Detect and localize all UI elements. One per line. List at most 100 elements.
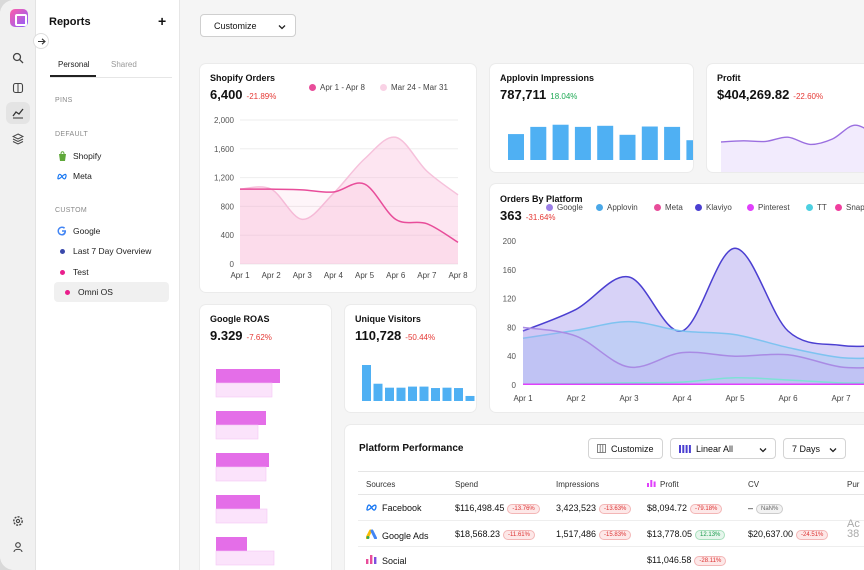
bar: [641, 126, 658, 160]
series-line-klaviyo: [522, 247, 864, 348]
series-line-applovin: [522, 320, 864, 360]
x-tick-label: Apr 4: [324, 271, 344, 280]
legend-label: Snap: [846, 203, 864, 212]
delta-badge: -24.51%: [796, 530, 829, 540]
bar: [574, 126, 591, 160]
bar-previous: [215, 508, 268, 524]
delta-badge: -31.64%: [525, 213, 556, 222]
sidebar-item-last-7-day-overview[interactable]: Last 7 Day Overview: [53, 241, 169, 261]
bar: [530, 126, 547, 160]
y-tick-label: 80: [507, 323, 516, 332]
card-profit[interactable]: Profit $404,269.82 -22.60%: [707, 64, 864, 172]
legend-applovin[interactable]: Applovin: [596, 203, 638, 212]
table-row-facebook[interactable]: Facebook $116,498.45 -13.76% 3,423,523 -13…: [358, 495, 864, 521]
sidebar-item-meta[interactable]: Meta: [53, 166, 169, 186]
column-header-cv[interactable]: CV: [748, 480, 760, 489]
source-cell: Social: [366, 555, 407, 566]
card-title: Applovin Impressions: [500, 73, 595, 83]
delta-badge: -15.83%: [599, 530, 632, 540]
card-value: 110,728 -50.44%: [355, 328, 436, 343]
series-line-google: [522, 326, 864, 369]
card-google-roas[interactable]: Google ROAS 9.329 -7.62%: [200, 305, 331, 570]
report-dot-icon: [57, 267, 67, 277]
column-header-profit[interactable]: Profit: [647, 480, 679, 489]
collapse-sidebar-button[interactable]: [33, 33, 49, 49]
y-tick-label: 1,600: [214, 145, 235, 154]
table-header: Sources Spend Impressions Profit CV Pur: [358, 471, 864, 495]
y-tick-label: 800: [221, 202, 235, 211]
legend-label: Pinterest: [758, 203, 790, 212]
legend-google[interactable]: Google: [546, 203, 583, 212]
spend-cell: $116,498.45 -13.76%: [455, 503, 540, 514]
shopify-icon: [57, 151, 67, 161]
x-tick-label: Apr 6: [386, 271, 406, 280]
y-tick-label: 2,000: [214, 116, 235, 125]
add-report-button[interactable]: +: [158, 13, 167, 29]
legend-meta[interactable]: Meta: [654, 203, 683, 212]
legend-klaviyo[interactable]: Klaviyo: [695, 203, 732, 212]
x-tick-label: Apr 2: [262, 271, 282, 280]
user-profile-icon[interactable]: [6, 536, 30, 558]
column-header-impressions[interactable]: Impressions: [556, 480, 600, 489]
column-header-spend[interactable]: Spend: [455, 480, 479, 489]
card-value: 6,400 -21.89%: [210, 87, 277, 102]
chevron-down-icon: [278, 25, 286, 30]
profit-cell: $11,046.58 -28.11%: [647, 555, 727, 566]
card-value: $404,269.82 -22.60%: [717, 87, 824, 102]
card-applovin-impressions[interactable]: Applovin Impressions 787,711 18.04%: [490, 64, 693, 172]
cube-icon[interactable]: [6, 77, 30, 99]
legend-tt[interactable]: TT: [806, 203, 827, 212]
bar-previous: [215, 550, 275, 566]
bar-current: [216, 537, 247, 551]
meta-icon: [366, 504, 377, 511]
x-tick-label: Apr 5: [355, 271, 375, 280]
series-area-applovin: [523, 321, 864, 385]
layers-icon[interactable]: [6, 128, 30, 150]
source-cell: Facebook: [366, 503, 422, 513]
table-row-google-ads[interactable]: Google Ads $18,568.23 -11.61% 1,517,486 -1…: [358, 519, 864, 547]
bar: [664, 126, 681, 160]
bar: [396, 387, 406, 401]
card-title: Shopify Orders: [210, 73, 276, 83]
sidebar-item-omni-os[interactable]: Omni OS: [54, 282, 169, 302]
customize-dropdown[interactable]: Customize: [200, 14, 296, 37]
card-unique-visitors[interactable]: Unique Visitors 110,728 -50.44%: [345, 305, 476, 412]
sidebar-item-shopify[interactable]: Shopify: [53, 146, 169, 166]
y-tick-label: 400: [221, 231, 235, 240]
x-tick-label: Apr 1: [513, 394, 533, 403]
profit-cell: $13,778.05 12.13%: [647, 529, 726, 540]
section-pins: PINS: [55, 97, 73, 104]
social-icon: [366, 555, 377, 564]
search-icon[interactable]: [6, 47, 30, 69]
sidebar-item-google[interactable]: Google: [53, 221, 169, 241]
delta-badge: NaN%: [756, 504, 784, 514]
card-value: 363 -31.64%: [500, 208, 556, 223]
date-range-dropdown[interactable]: 7 Days: [783, 438, 846, 459]
sidebar-item-test[interactable]: Test: [53, 262, 169, 282]
app-logo[interactable]: [10, 9, 28, 27]
google-ads-icon: [365, 529, 377, 540]
legend-pinterest[interactable]: Pinterest: [747, 203, 790, 212]
section-custom: CUSTOM: [55, 207, 88, 214]
sidebar-item-label: Google: [73, 226, 101, 236]
tab-shared[interactable]: Shared: [111, 60, 137, 69]
attribution-model-dropdown[interactable]: Linear All: [670, 438, 776, 459]
sidebar-item-label: Meta: [73, 171, 92, 181]
google-icon: [57, 226, 67, 236]
delta-badge: 12.13%: [695, 530, 726, 540]
legend-snap[interactable]: Snap: [835, 203, 864, 212]
bar: [508, 134, 524, 160]
reports-chart-icon[interactable]: [6, 102, 30, 124]
card-orders-by-platform[interactable]: Orders By Platform 363 -31.64% Google Appl…: [490, 184, 864, 412]
column-header-sources[interactable]: Sources: [366, 480, 396, 489]
tab-personal[interactable]: Personal: [50, 60, 96, 77]
table-row-social[interactable]: Social $11,046.58 -28.11%: [358, 547, 864, 570]
table-customize-button[interactable]: Customize: [588, 438, 663, 459]
series-line-0: [239, 182, 459, 244]
x-tick-label: Apr 3: [293, 271, 313, 280]
column-header-purchases[interactable]: Pur: [847, 480, 860, 489]
card-shopify-orders[interactable]: Shopify Orders 6,400 -21.89% Apr 1 - Apr …: [200, 64, 476, 292]
delta-badge: -7.62%: [246, 333, 272, 342]
settings-gear-icon[interactable]: [6, 510, 30, 532]
